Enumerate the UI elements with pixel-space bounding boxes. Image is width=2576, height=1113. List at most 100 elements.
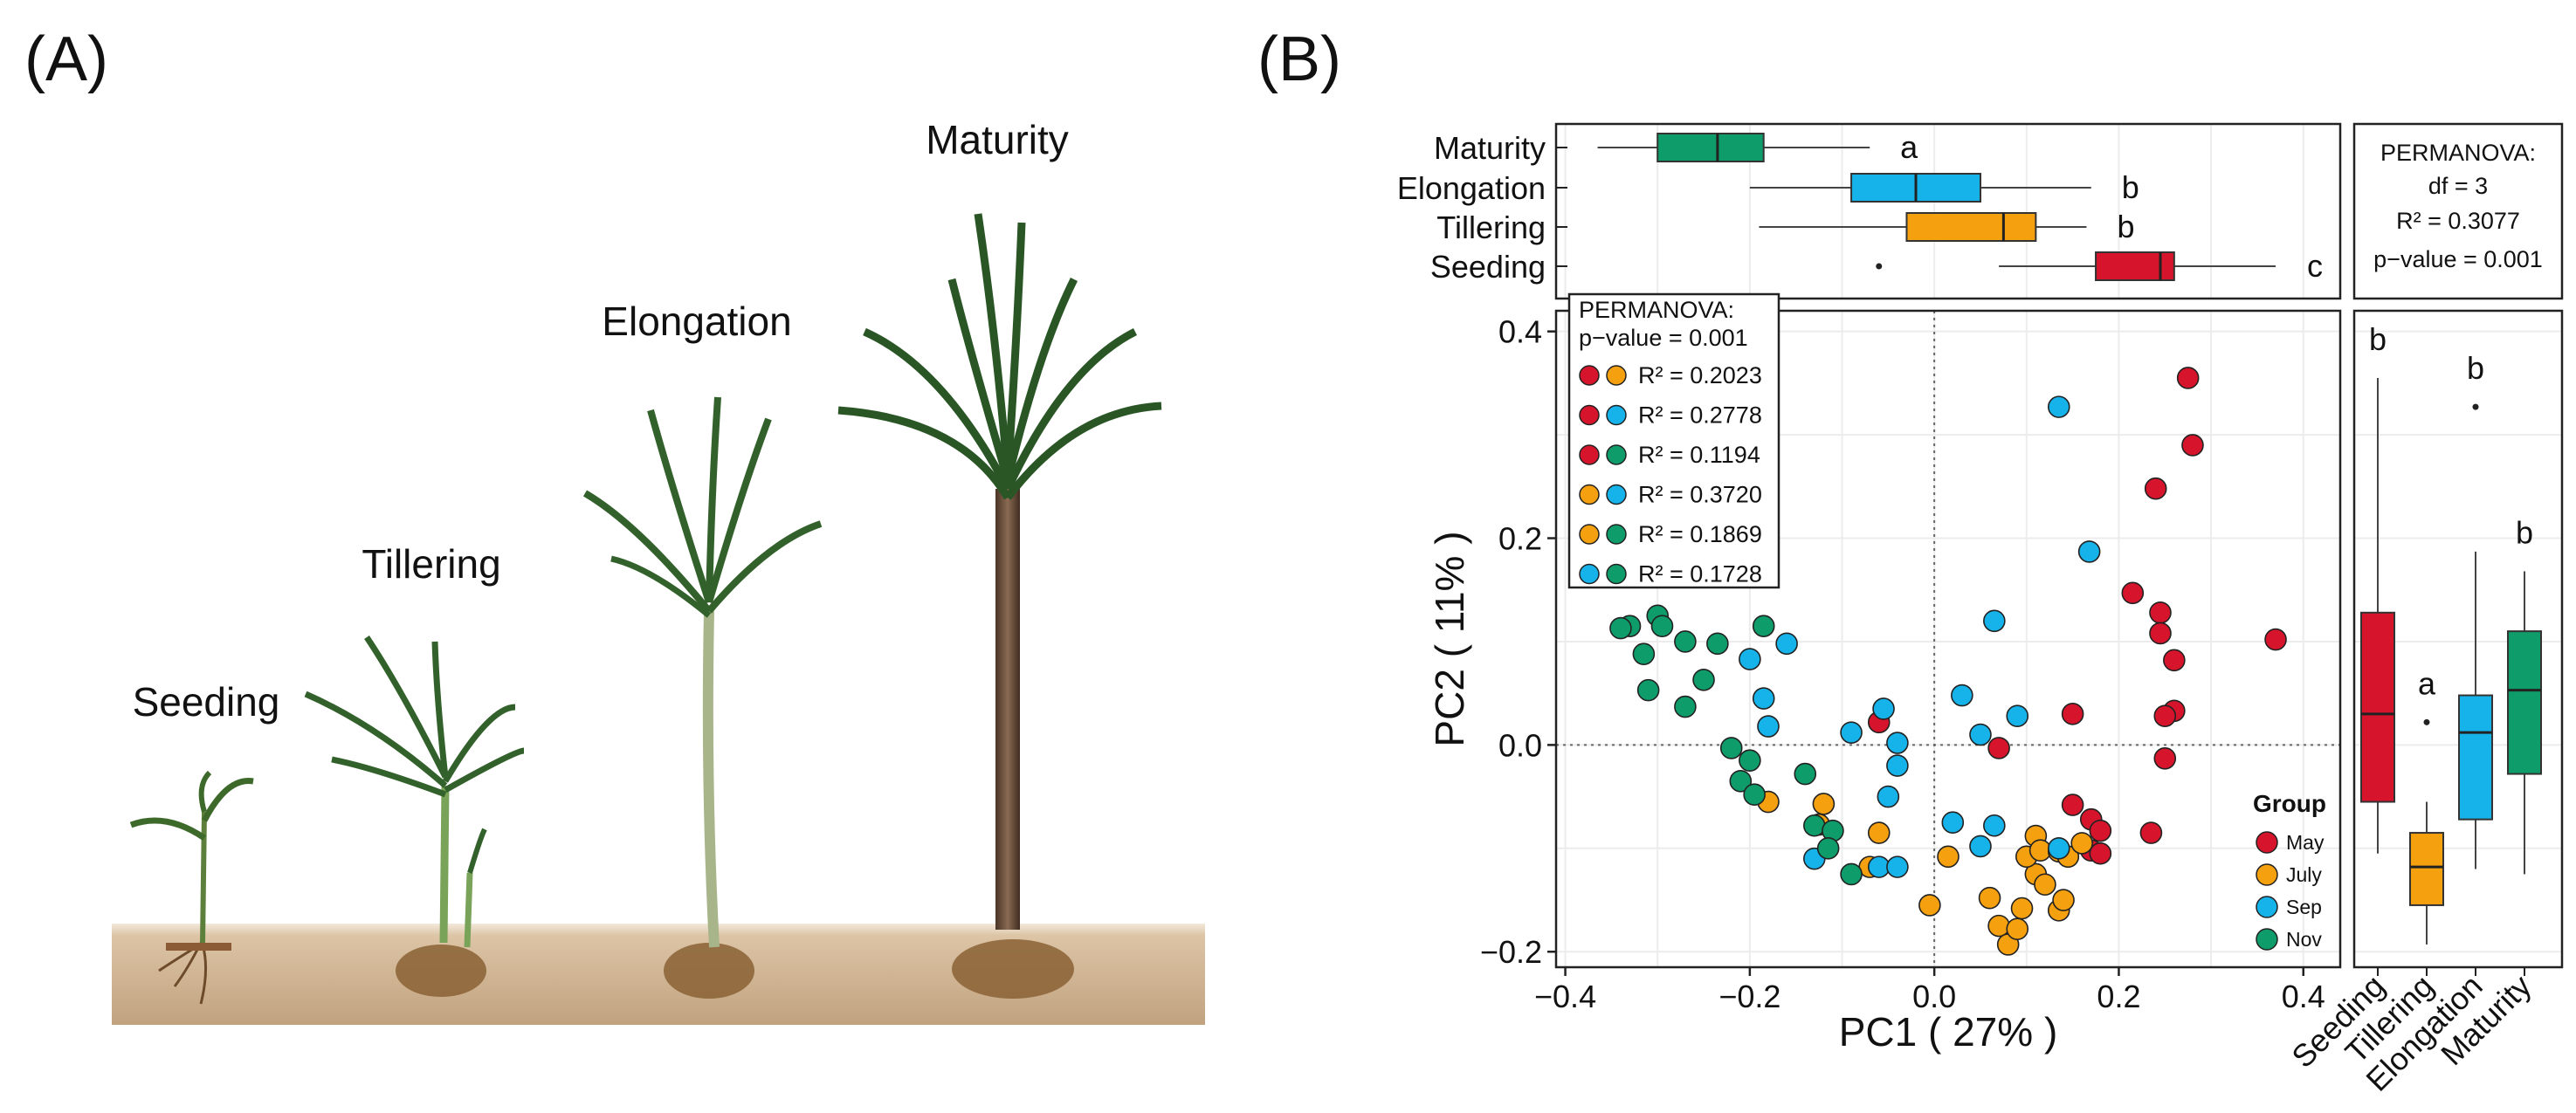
point-nov xyxy=(1794,762,1817,786)
top-category-tillering: Tillering xyxy=(1436,210,1546,245)
stage-label-maturity: Maturity xyxy=(926,117,1069,162)
pair-dot-july xyxy=(1579,524,1600,545)
sig-letter-elongation: b xyxy=(2467,350,2484,386)
point-july xyxy=(2052,889,2075,911)
pair-dot-sep xyxy=(1606,484,1627,505)
x-tick-label: 0.2 xyxy=(2097,979,2140,1014)
point-july xyxy=(1867,821,1891,844)
point-nov xyxy=(1803,814,1826,837)
point-sep xyxy=(1872,697,1895,720)
permanova-pairwise-rows: R² = 0.2023 R² = 0.2778 R² = 0.1194 R² = 0.… xyxy=(1579,362,1762,587)
y-axis-title: PC2 ( 11% ) xyxy=(1427,531,1472,746)
point-july xyxy=(1978,886,2001,910)
pc1-boxplot: Maturity a Elongation b Tillering b Seeding c xyxy=(1397,122,2342,300)
point-sep xyxy=(1983,609,2006,633)
y-tick-label: 0.0 xyxy=(1498,727,1542,763)
stage-label-elongation: Elongation xyxy=(602,299,791,344)
point-sep xyxy=(2077,540,2101,563)
point-nov xyxy=(1692,668,1715,691)
sig-letter-seeding: c xyxy=(2307,248,2323,284)
point-may xyxy=(2144,477,2167,500)
point-sep xyxy=(1757,715,1780,738)
box-seeding xyxy=(2095,251,2175,281)
point-sep xyxy=(1886,732,1909,754)
box-seeding xyxy=(2360,611,2395,803)
point-sep xyxy=(1969,723,1992,746)
sig-letter-maturity: b xyxy=(2516,514,2533,550)
scatter-frame xyxy=(1554,309,2342,969)
pair-dot-may xyxy=(1579,365,1600,386)
pc1-boxes: Maturity a Elongation b Tillering b Seeding c xyxy=(1397,129,2323,285)
point-july xyxy=(1987,914,2010,938)
permanova-pairwise-box: PERMANOVA: p−value = 0.001 R² = 0.2023R²… xyxy=(1567,292,1780,589)
panel-label-a: (A) xyxy=(24,24,108,94)
x-tick-label: −0.2 xyxy=(1718,979,1780,1014)
point-sep xyxy=(2047,837,2070,860)
pair-r2-value: R² = 0.2023 xyxy=(1638,362,1762,388)
point-nov xyxy=(1650,615,1674,637)
point-may xyxy=(2153,746,2177,770)
legend-dot-nov xyxy=(2256,928,2278,951)
permanova-pairwise-pvalue: p−value = 0.001 xyxy=(1579,325,1748,351)
permanova-overall-pvalue: p−value = 0.001 xyxy=(2373,246,2543,272)
point-may xyxy=(2163,649,2186,672)
legend-dot-may xyxy=(2256,831,2278,854)
pair-dot-nov xyxy=(1606,524,1627,545)
point-nov xyxy=(1674,695,1697,718)
point-sep xyxy=(1886,855,1909,878)
top-category-seeding: Seeding xyxy=(1430,249,1546,285)
pair-dot-sep xyxy=(1606,404,1627,426)
point-may xyxy=(2139,821,2163,844)
point-may xyxy=(1987,737,2010,759)
point-may xyxy=(2264,628,2287,651)
pair-r2-value: R² = 0.1194 xyxy=(1638,442,1760,468)
pair-dot-may xyxy=(1579,404,1600,426)
point-may xyxy=(2149,622,2172,645)
pair-dot-nov xyxy=(1606,563,1627,585)
group-legend: Group May July Sep Nov xyxy=(2253,790,2326,951)
elongation-plant xyxy=(582,396,823,999)
point-may xyxy=(2153,704,2177,728)
permanova-overall-box: PERMANOVA: df = 3 R² = 0.3077 p−value = … xyxy=(2352,122,2564,300)
sig-letter-elongation: b xyxy=(2122,169,2139,205)
point-may xyxy=(2061,703,2084,725)
permanova-pairwise-title: PERMANOVA: xyxy=(1579,297,1734,323)
point-nov xyxy=(1674,630,1697,653)
point-nov xyxy=(1840,862,1863,886)
permanova-pairwise-frame xyxy=(1567,292,1780,589)
stage-label-seeding: Seeding xyxy=(133,679,280,725)
box-maturity xyxy=(1656,133,1765,162)
point-nov xyxy=(1729,770,1753,793)
point-may xyxy=(2181,434,2204,457)
permanova-overall-df: df = 3 xyxy=(2428,173,2488,199)
permanova-overall-frame xyxy=(2352,122,2564,300)
group-legend-title: Group xyxy=(2253,790,2326,817)
outlier-elongation xyxy=(2472,403,2479,410)
pair-dot-sep xyxy=(1579,563,1600,585)
y-tick-label: 0.4 xyxy=(1498,314,1542,350)
pair-r2-value: R² = 0.1728 xyxy=(1638,561,1762,587)
pair-dot-nov xyxy=(1606,444,1627,465)
point-may xyxy=(2089,819,2112,842)
point-nov xyxy=(1632,642,1656,665)
stage-label-tillering: Tillering xyxy=(362,541,500,587)
outlier-tillering xyxy=(2423,718,2430,725)
pc1-boxplot-frame xyxy=(1554,122,2342,300)
sig-letter-maturity: a xyxy=(1900,129,1918,165)
maturity-plant xyxy=(837,213,1162,999)
point-july xyxy=(2070,832,2093,855)
x-tick-label: 0.0 xyxy=(1912,979,1956,1014)
point-july xyxy=(1937,845,1960,869)
legend-label-sep: Sep xyxy=(2286,896,2322,918)
pair-dot-july xyxy=(1606,365,1627,386)
point-july xyxy=(2010,897,2034,920)
point-sep xyxy=(1739,648,1761,670)
scatter-points xyxy=(1586,367,2287,956)
pair-r2-value: R² = 0.2778 xyxy=(1638,402,1762,429)
point-sep xyxy=(1983,814,2006,837)
x-tick-label: −0.4 xyxy=(1534,979,1596,1014)
panel-label-b: (B) xyxy=(1257,24,1341,94)
point-july xyxy=(2034,873,2056,897)
legend-label-may: May xyxy=(2286,831,2325,854)
